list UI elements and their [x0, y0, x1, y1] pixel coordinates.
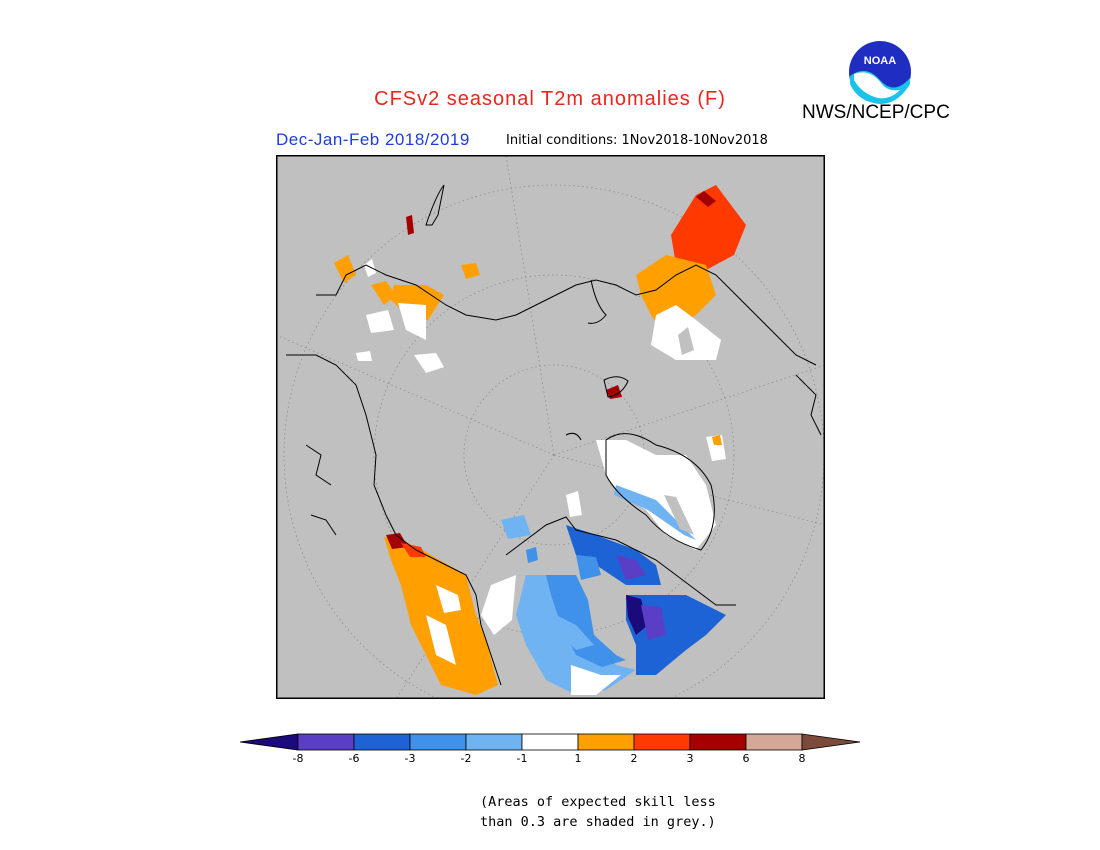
- colorbar-box: [745, 733, 803, 751]
- logo-text: NOAA: [864, 55, 896, 67]
- colorbar-low-arrow: [239, 733, 299, 751]
- map-frame: [276, 155, 825, 699]
- coastlines: [286, 184, 822, 686]
- colorbar-label: 2: [630, 752, 638, 765]
- colorbar-label: 6: [742, 752, 750, 765]
- colorbar-label: -6: [348, 752, 360, 765]
- skill-footnote: (Areas of expected skill less than 0.3 a…: [480, 792, 716, 832]
- colorbar-box: [409, 733, 467, 751]
- colorbar-label: -8: [292, 752, 304, 765]
- north-america-anomalies: [384, 515, 726, 695]
- colorbar-label: 3: [686, 752, 694, 765]
- season-label: Dec-Jan-Feb 2018/2019: [276, 130, 470, 149]
- colorbar-label: 1: [574, 752, 582, 765]
- colorbar-box: [353, 733, 411, 751]
- greenland-anomalies: [566, 440, 716, 550]
- initial-conditions-label: Initial conditions: 1Nov2018-10Nov2018: [506, 133, 768, 148]
- colorbar-box: [521, 733, 579, 751]
- colorbar-label: -2: [460, 752, 472, 765]
- colorbar-high-arrow: [801, 733, 861, 751]
- colorbar-box: [577, 733, 635, 751]
- colorbar-box: [297, 733, 355, 751]
- colorbar-label: 8: [798, 752, 806, 765]
- colorbar-box: [689, 733, 747, 751]
- colorbar-box: [465, 733, 523, 751]
- noaa-logo: NOAA: [849, 41, 911, 104]
- colorbar-label: -1: [516, 752, 528, 765]
- color-bar: [239, 733, 861, 751]
- chart-title: CFSv2 seasonal T2m anomalies (F): [374, 88, 726, 110]
- colorbar-box: [633, 733, 691, 751]
- colorbar-label: -3: [404, 752, 416, 765]
- footnote-line-1: (Areas of expected skill less: [480, 794, 716, 810]
- asia-anomalies: [334, 185, 746, 461]
- footnote-line-2: than 0.3 are shaded in grey.): [480, 814, 716, 830]
- org-label: NWS/NCEP/CPC: [802, 102, 950, 123]
- anomaly-map: [276, 155, 825, 699]
